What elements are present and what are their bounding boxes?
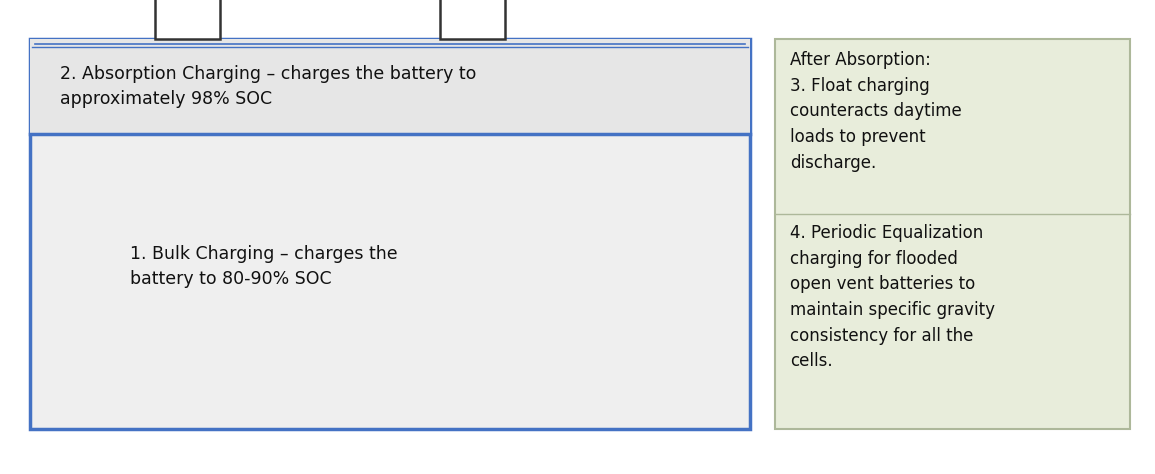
Text: After Absorption:
3. Float charging
counteracts daytime
loads to prevent
dischar: After Absorption: 3. Float charging coun… — [790, 51, 962, 172]
Bar — [155, 0, 219, 39]
Text: 2. Absorption Charging – charges the battery to
approximately 98% SOC: 2. Absorption Charging – charges the bat… — [60, 65, 476, 108]
Bar — [30, 39, 750, 429]
Bar — [440, 0, 505, 39]
Text: 1. Bulk Charging – charges the
battery to 80-90% SOC: 1. Bulk Charging – charges the battery t… — [131, 245, 397, 288]
Text: 4. Periodic Equalization
charging for flooded
open vent batteries to
maintain sp: 4. Periodic Equalization charging for fl… — [790, 224, 994, 371]
Bar — [775, 39, 1130, 429]
Bar — [30, 39, 750, 134]
